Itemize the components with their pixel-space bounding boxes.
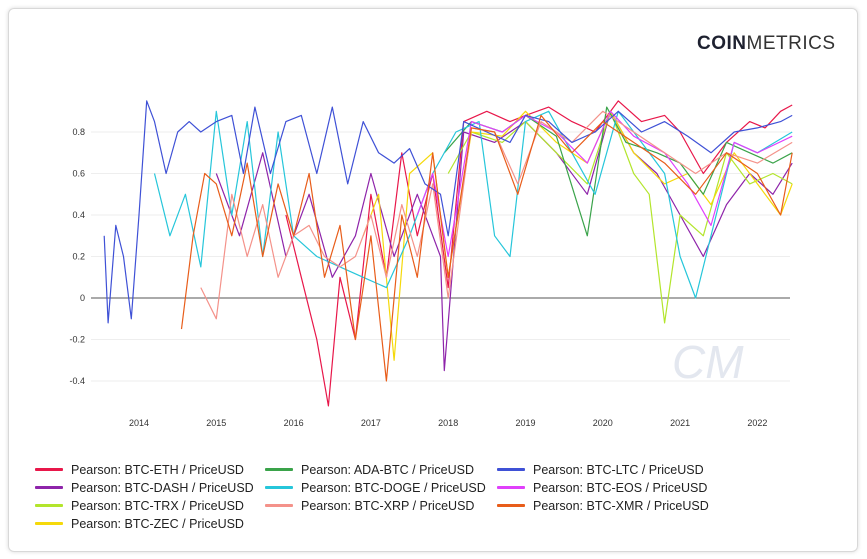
legend-label: Pearson: BTC-TRX / PriceUSD — [71, 498, 244, 513]
x-tick-label: 2015 — [206, 418, 226, 428]
legend-item[interactable]: Pearson: BTC-DASH / PriceUSD — [35, 479, 265, 496]
legend-swatch — [35, 504, 63, 507]
x-tick-label: 2018 — [438, 418, 458, 428]
series-line — [200, 110, 793, 320]
logo-light: METRICS — [746, 33, 836, 54]
series-line — [362, 110, 793, 361]
cm-watermark: CM — [672, 336, 744, 388]
legend-label: Pearson: BTC-DASH / PriceUSD — [71, 480, 254, 495]
legend-swatch — [35, 486, 63, 489]
x-tick-label: 2022 — [747, 418, 767, 428]
legend-swatch — [35, 468, 63, 471]
legend-label: Pearson: ADA-BTC / PriceUSD — [301, 462, 474, 477]
x-tick-label: 2017 — [361, 418, 381, 428]
legend-label: Pearson: BTC-DOGE / PriceUSD — [301, 480, 486, 495]
legend-swatch — [35, 522, 63, 525]
legend-item[interactable]: Pearson: ADA-BTC / PriceUSD — [265, 461, 497, 478]
y-tick-label: 0.2 — [72, 252, 85, 262]
legend: Pearson: BTC-ETH / PriceUSD Pearson: ADA-… — [35, 461, 735, 532]
legend-item[interactable]: Pearson: BTC-XMR / PriceUSD — [497, 497, 735, 514]
y-axis-ticks: 0.8 0.6 0.4 0.2 0 -0.2 -0.4 — [69, 127, 85, 386]
legend-label: Pearson: BTC-XMR / PriceUSD — [533, 498, 709, 513]
coinmetrics-logo: COINMETRICS — [697, 33, 836, 55]
x-tick-label: 2020 — [593, 418, 613, 428]
series-line — [447, 110, 793, 324]
y-tick-label: 0.6 — [72, 169, 85, 179]
legend-swatch — [265, 468, 293, 471]
x-tick-label: 2019 — [515, 418, 535, 428]
legend-label: Pearson: BTC-ZEC / PriceUSD — [71, 516, 244, 531]
legend-item[interactable]: Pearson: BTC-XRP / PriceUSD — [265, 497, 497, 514]
legend-item[interactable]: Pearson: BTC-ZEC / PriceUSD — [35, 515, 265, 532]
legend-swatch — [265, 504, 293, 507]
series-line — [153, 110, 793, 299]
y-tick-label: -0.2 — [69, 335, 85, 345]
svg-text:CM: CM — [672, 336, 744, 388]
x-tick-label: 2016 — [284, 418, 304, 428]
gridlines — [91, 131, 790, 382]
y-tick-label: 0 — [80, 293, 85, 303]
legend-label: Pearson: BTC-LTC / PriceUSD — [533, 462, 704, 477]
x-axis-ticks: 2014 2015 2016 2017 2018 2019 2020 2021 2022 — [129, 418, 767, 428]
legend-label: Pearson: BTC-XRP / PriceUSD — [301, 498, 475, 513]
legend-swatch — [497, 486, 525, 489]
legend-item[interactable]: Pearson: BTC-DOGE / PriceUSD — [265, 479, 497, 496]
series-line — [103, 100, 793, 324]
x-tick-label: 2021 — [670, 418, 690, 428]
legend-label: Pearson: BTC-ETH / PriceUSD — [71, 462, 244, 477]
legend-swatch — [497, 504, 525, 507]
chart-card — [8, 8, 858, 552]
series-line — [180, 114, 793, 382]
series-line — [215, 110, 793, 372]
legend-item[interactable]: Pearson: BTC-ETH / PriceUSD — [35, 461, 265, 478]
y-tick-label: -0.4 — [69, 376, 85, 386]
legend-label: Pearson: BTC-EOS / PriceUSD — [533, 480, 708, 495]
y-tick-label: 0.8 — [72, 127, 85, 137]
legend-swatch — [497, 468, 525, 471]
series-line — [416, 110, 793, 258]
y-tick-label: 0.4 — [72, 210, 85, 220]
x-tick-label: 2014 — [129, 418, 149, 428]
legend-swatch — [265, 486, 293, 489]
logo-bold: COIN — [697, 33, 747, 54]
series-lines — [103, 100, 793, 407]
legend-item[interactable]: Pearson: BTC-EOS / PriceUSD — [497, 479, 735, 496]
legend-item[interactable]: Pearson: BTC-LTC / PriceUSD — [497, 461, 735, 478]
legend-item[interactable]: Pearson: BTC-TRX / PriceUSD — [35, 497, 265, 514]
